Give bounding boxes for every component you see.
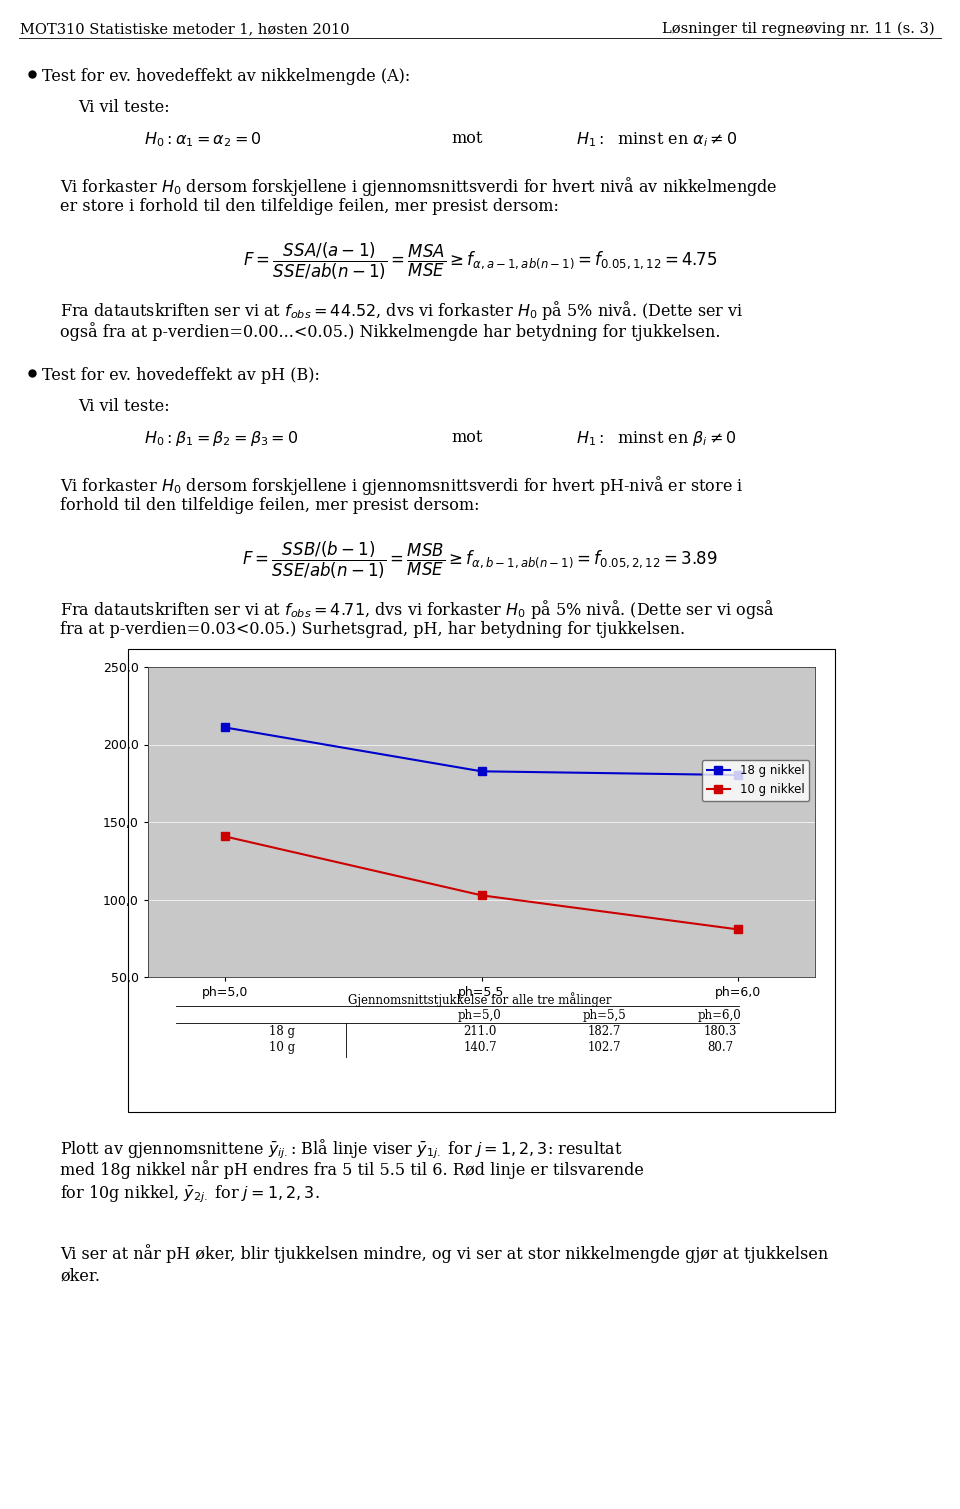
Text: 18 g: 18 g (269, 1025, 295, 1038)
Text: ph=6,0: ph=6,0 (698, 1010, 742, 1022)
Text: Vi ser at når pH øker, blir tjukkelsen mindre, og vi ser at stor nikkelmengde gj: Vi ser at når pH øker, blir tjukkelsen m… (60, 1243, 828, 1263)
Text: $H_0 : \alpha_1 = \alpha_2 = 0$: $H_0 : \alpha_1 = \alpha_2 = 0$ (144, 130, 262, 149)
Text: 102.7: 102.7 (588, 1041, 621, 1053)
Text: mot: mot (451, 130, 483, 146)
Text: $H_1 :$  minst en $\beta_i \neq 0$: $H_1 :$ minst en $\beta_i \neq 0$ (576, 429, 737, 448)
18 g nikkel (219, 718, 230, 736)
Text: Vi forkaster $H_0$ dersom forskjellene i gjennomsnittsverdi for hvert nivå av ni: Vi forkaster $H_0$ dersom forskjellene i… (60, 175, 778, 198)
Text: med 18g nikkel når pH endres fra 5 til 5.5 til 6. Rød linje er tilsvarende: med 18g nikkel når pH endres fra 5 til 5… (60, 1160, 644, 1179)
Text: 211.0: 211.0 (464, 1025, 496, 1038)
Text: Test for ev. hovedeffekt av nikkelmengde (A):: Test for ev. hovedeffekt av nikkelmengde… (42, 68, 410, 85)
Text: fra at p-verdien=0.03<0.05.) Surhetsgrad, pH, har betydning for tjukkelsen.: fra at p-verdien=0.03<0.05.) Surhetsgrad… (60, 622, 685, 638)
Text: Fra datautskriften ser vi at $f_{obs} = 4.71$, dvs vi forkaster $H_0$ på 5% nivå: Fra datautskriften ser vi at $f_{obs} = … (60, 598, 775, 622)
Text: Test for ev. hovedeffekt av pH (B):: Test for ev. hovedeffekt av pH (B): (42, 367, 320, 383)
10 g nikkel (219, 827, 230, 845)
Text: Vi vil teste:: Vi vil teste: (78, 100, 170, 116)
Text: $H_1 :$  minst en $\alpha_i \neq 0$: $H_1 :$ minst en $\alpha_i \neq 0$ (576, 130, 737, 149)
Text: øker.: øker. (60, 1268, 100, 1284)
Text: $H_0 : \beta_1 = \beta_2 = \beta_3 = 0$: $H_0 : \beta_1 = \beta_2 = \beta_3 = 0$ (144, 429, 299, 448)
Text: Plott av gjennomsnittene $\bar{y}_{ij.}$: Blå linje viser $\bar{y}_{1j.}$ for $j: Plott av gjennomsnittene $\bar{y}_{ij.}$… (60, 1136, 623, 1160)
Text: er store i forhold til den tilfeldige feilen, mer presist dersom:: er store i forhold til den tilfeldige fe… (60, 198, 559, 214)
Line: 10 g nikkel: 10 g nikkel (221, 833, 742, 934)
10 g nikkel (732, 920, 744, 939)
10 g nikkel (476, 886, 488, 904)
Text: MOT310 Statistiske metoder 1, høsten 2010: MOT310 Statistiske metoder 1, høsten 201… (20, 23, 349, 36)
Text: Gjennomsnittstjukkelse for alle tre målinger: Gjennomsnittstjukkelse for alle tre måli… (348, 991, 612, 1007)
Text: Løsninger til regneøving nr. 11 (s. 3): Løsninger til regneøving nr. 11 (s. 3) (662, 23, 935, 36)
Text: $F = \dfrac{SSB/(b-1)}{SSE/ab(n-1)} = \dfrac{MSB}{MSE} \geq f_{\alpha,b-1,ab(n-1: $F = \dfrac{SSB/(b-1)}{SSE/ab(n-1)} = \d… (242, 540, 718, 581)
Text: også fra at p-verdien=0.00...<0.05.) Nikkelmengde har betydning for tjukkelsen.: også fra at p-verdien=0.00...<0.05.) Nik… (60, 321, 721, 341)
Text: forhold til den tilfeldige feilen, mer presist dersom:: forhold til den tilfeldige feilen, mer p… (60, 496, 479, 515)
Text: 140.7: 140.7 (463, 1041, 497, 1053)
Line: 18 g nikkel: 18 g nikkel (221, 723, 742, 779)
Text: 80.7: 80.7 (707, 1041, 733, 1053)
Text: 10 g: 10 g (269, 1041, 295, 1053)
Text: mot: mot (451, 429, 483, 447)
Text: 180.3: 180.3 (704, 1025, 736, 1038)
Text: Fra datautskriften ser vi at $f_{obs} = 44.52$, dvs vi forkaster $H_0$ på 5% niv: Fra datautskriften ser vi at $f_{obs} = … (60, 299, 743, 321)
Text: Vi vil teste:: Vi vil teste: (78, 398, 170, 415)
Text: for 10g nikkel, $\bar{y}_{2j.}$ for $j = 1, 2, 3$.: for 10g nikkel, $\bar{y}_{2j.}$ for $j =… (60, 1183, 320, 1204)
Legend: 18 g nikkel, 10 g nikkel: 18 g nikkel, 10 g nikkel (702, 759, 809, 801)
18 g nikkel (732, 767, 744, 785)
Text: Vi forkaster $H_0$ dersom forskjellene i gjennomsnittsverdi for hvert pH-nivå er: Vi forkaster $H_0$ dersom forskjellene i… (60, 474, 743, 496)
Text: $F = \dfrac{SSA/(a-1)}{SSE/ab(n-1)} = \dfrac{MSA}{MSE} \geq f_{\alpha,a-1,ab(n-1: $F = \dfrac{SSA/(a-1)}{SSE/ab(n-1)} = \d… (243, 241, 717, 282)
Text: ph=5,0: ph=5,0 (458, 1010, 502, 1022)
Text: 182.7: 182.7 (588, 1025, 621, 1038)
18 g nikkel (476, 762, 488, 780)
Text: ph=5,5: ph=5,5 (583, 1010, 627, 1022)
